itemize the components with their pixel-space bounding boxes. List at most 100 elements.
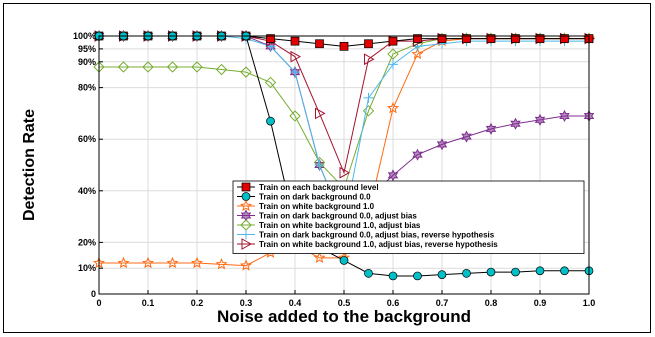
data-point: [559, 109, 570, 123]
x-tick-label: 0.9: [534, 298, 547, 308]
data-point: [462, 269, 471, 278]
legend-marker: [241, 229, 251, 240]
data-point: [266, 116, 275, 126]
data-point: [485, 122, 497, 135]
data-point: [264, 76, 277, 89]
legend-label: Train on white background 1.0, adjust bi…: [259, 240, 498, 249]
data-point: [142, 256, 154, 269]
data-point: [486, 267, 496, 277]
x-tick-label: 0.5: [338, 298, 351, 308]
data-point: [240, 259, 252, 271]
y-tick-label: 20%: [78, 237, 96, 247]
legend-item: Train on white background 1.0, adjust bi…: [237, 238, 498, 250]
data-point: [117, 61, 130, 73]
data-point: [313, 251, 326, 263]
data-point: [315, 107, 326, 120]
x-tick-label: 0.2: [191, 298, 204, 308]
data-point: [462, 34, 471, 43]
data-point: [511, 34, 520, 43]
y-tick-label: 60%: [78, 134, 96, 144]
data-point: [535, 266, 545, 276]
data-point: [142, 61, 154, 73]
tick-labels: 0 0.1 0.2 0.3 0.4 0.5 0.6 0.7 0.8 0.9 1.0 0 10% 20% 40…: [73, 31, 595, 308]
data-point: [436, 138, 448, 151]
data-point: [437, 34, 447, 43]
data-point: [289, 110, 301, 122]
data-point: [191, 61, 203, 73]
x-tick-label: 0: [96, 298, 101, 308]
data-point: [166, 61, 179, 73]
data-point: [314, 160, 325, 170]
data-point: [215, 63, 228, 76]
data-point: [364, 53, 375, 66]
data-point: [510, 117, 521, 130]
data-point: [388, 36, 398, 46]
data-point: [412, 148, 423, 161]
data-point: [240, 66, 252, 78]
data-point: [388, 271, 398, 281]
data-point: [560, 34, 569, 43]
data-point: [339, 41, 349, 51]
data-point: [364, 39, 373, 49]
legend-marker: [240, 199, 252, 212]
detection-rate-chart: 0 0.1 0.2 0.3 0.4 0.5 0.6 0.7 0.8 0.9 1.0 0 10% 20% 40…: [21, 29, 595, 326]
x-tick-label: 0.4: [289, 298, 302, 308]
data-point: [290, 67, 300, 78]
data-point: [461, 130, 472, 143]
legend-label: Train on white background 1.0: [259, 202, 375, 211]
legend-box: [232, 180, 585, 254]
data-point: [266, 34, 275, 43]
data-point: [191, 256, 203, 269]
data-point: [511, 267, 520, 277]
data-point: [215, 258, 228, 270]
y-tick-label: 80%: [78, 83, 96, 93]
legend-item: Train on dark background 0.0: [237, 192, 371, 202]
grid: [98, 35, 590, 295]
data-point: [413, 34, 422, 43]
data-point: [166, 256, 179, 269]
y-axis-title: Detection Rate: [21, 109, 38, 221]
legend-label: Train on dark background 0.0: [259, 193, 371, 202]
data-point: [290, 50, 302, 63]
data-point: [362, 105, 375, 117]
data-point: [339, 166, 351, 179]
y-tick-label: 0: [91, 289, 96, 299]
data-point: [388, 59, 398, 70]
legend-item: Train on white background 1.0, adjust bi…: [237, 219, 421, 231]
data-point: [535, 34, 545, 43]
legend-marker: [241, 238, 253, 250]
y-tick-label: 100%: [73, 31, 96, 41]
data-point: [117, 256, 130, 269]
data-point: [387, 169, 399, 182]
data-point: [387, 101, 399, 114]
data-point: [560, 266, 569, 276]
x-tick-label: 0.7: [436, 298, 449, 308]
legend-marker: [241, 182, 251, 192]
data-point: [290, 36, 300, 46]
legend-item: Train on each background level: [237, 182, 379, 192]
legend-item: Train on dark background 0.0, adjust bia…: [237, 209, 417, 222]
x-tick-label: 0.3: [240, 298, 253, 308]
axes: [98, 35, 590, 295]
x-tick-label: 0.8: [485, 298, 498, 308]
y-tick-label: 40%: [78, 186, 96, 196]
x-tick-label: 0.6: [387, 298, 400, 308]
legend-label: Train on dark background 0.0, adjust bia…: [259, 212, 417, 221]
data-point: [437, 270, 447, 279]
legend-label: Train on white background 1.0, adjust bi…: [259, 221, 421, 230]
data-point: [339, 256, 349, 265]
data-point: [411, 47, 424, 60]
legend-marker: [241, 192, 251, 201]
data-point: [363, 92, 374, 103]
y-tick-label: 90%: [78, 57, 96, 67]
data-point: [413, 271, 422, 281]
data-point: [534, 113, 546, 126]
data-point: [486, 34, 496, 43]
data-point: [364, 269, 373, 278]
y-tick-label: 95%: [78, 44, 96, 54]
legend-label: Train on each background level: [259, 183, 379, 192]
x-tick-label: 0.1: [142, 298, 155, 308]
y-tick-label: 10%: [78, 263, 96, 273]
x-axis-title: Noise added to the background: [217, 307, 471, 326]
